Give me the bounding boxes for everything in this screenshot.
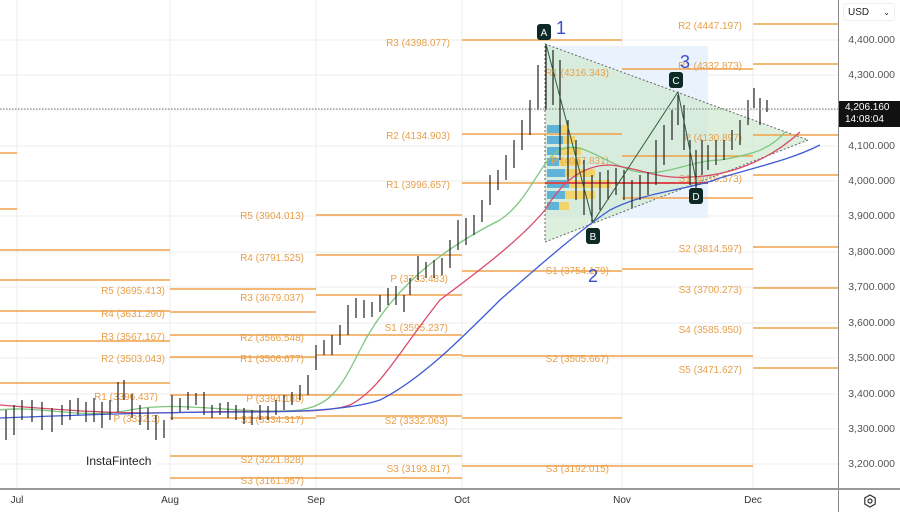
svg-text:R3 (4398.077): R3 (4398.077) [386, 38, 450, 49]
svg-text:S1 (4016.573): S1 (4016.573) [679, 174, 742, 185]
currency-label: USD [848, 6, 870, 18]
ohlc-bars [5, 44, 768, 440]
price-tick: 3,400.000 [848, 388, 895, 400]
svg-text:R1 (3506.677): R1 (3506.677) [240, 354, 304, 365]
time-label: Sep [307, 495, 325, 506]
chart-settings-button[interactable] [838, 488, 900, 512]
price-tick: 4,000.000 [848, 175, 895, 187]
marker-c[interactable]: C [669, 72, 683, 88]
price-tick: 3,800.000 [848, 246, 895, 258]
svg-text:R2 (4447.197): R2 (4447.197) [678, 21, 742, 32]
svg-text:P (3332.3): P (3332.3) [113, 414, 160, 425]
wave-label-2: 2 [588, 266, 598, 286]
svg-text:S1 (3595.237): S1 (3595.237) [385, 323, 448, 334]
svg-text:S4 (3585.950): S4 (3585.950) [679, 325, 742, 336]
svg-text:R5 (3904.013): R5 (3904.013) [240, 211, 304, 222]
svg-text:S2 (3332.063): S2 (3332.063) [385, 416, 448, 427]
time-label: Oct [454, 495, 470, 506]
svg-text:B: B [590, 232, 597, 243]
price-chart[interactable]: R5 (3695.413) R4 (3631.290) R3 (3567.167… [0, 0, 838, 488]
svg-text:R4 (3631.290): R4 (3631.290) [101, 309, 165, 320]
currency-dropdown[interactable]: USD ⌄ [843, 3, 895, 21]
svg-text:R3 (3567.167): R3 (3567.167) [101, 332, 165, 343]
wave-label-3: 3 [680, 52, 690, 72]
svg-text:S2 (3221.828): S2 (3221.828) [241, 455, 304, 466]
svg-text:R2 (4134.903): R2 (4134.903) [386, 131, 450, 142]
svg-text:S2 (3814.597): S2 (3814.597) [679, 244, 742, 255]
svg-text:S3 (3700.273): S3 (3700.273) [679, 285, 742, 296]
wave-label-1: 1 [556, 18, 566, 38]
svg-text:P (4057.831): P (4057.831) [551, 156, 609, 167]
svg-text:C: C [672, 76, 679, 87]
current-price-badge: 4,206.160 14:08:04 [839, 101, 900, 127]
marker-a[interactable]: A [537, 24, 551, 40]
svg-text:R1 (4316.343): R1 (4316.343) [545, 68, 609, 79]
svg-text:R1 (4332.873): R1 (4332.873) [678, 61, 742, 72]
svg-text:R5 (3695.413): R5 (3695.413) [101, 286, 165, 297]
marker-b[interactable]: B [586, 228, 600, 244]
svg-text:R1 (3396.437): R1 (3396.437) [94, 392, 158, 403]
time-label: Jul [10, 495, 24, 506]
svg-text:P (3394.188): P (3394.188) [246, 394, 304, 405]
wave-zigzag[interactable] [545, 43, 698, 224]
svg-text:R2 (3503.043): R2 (3503.043) [101, 354, 165, 365]
svg-text:R4 (3791.525): R4 (3791.525) [240, 253, 304, 264]
svg-text:R2 (3566.548): R2 (3566.548) [240, 333, 304, 344]
price-tick: 4,300.000 [848, 69, 895, 81]
pivot-labels: R5 (3695.413) R4 (3631.290) R3 (3567.167… [94, 21, 742, 487]
svg-text:P (3733.483): P (3733.483) [390, 274, 448, 285]
svg-text:A: A [541, 28, 548, 39]
price-axis[interactable]: USD ⌄ 4,400.000 4,300.000 4,100.000 4,00… [838, 0, 900, 488]
current-price-value: 4,206.160 [845, 102, 890, 113]
time-label: Aug [161, 495, 179, 506]
svg-text:S3 (3161.957): S3 (3161.957) [241, 476, 304, 487]
triangle-pattern[interactable] [544, 43, 810, 243]
svg-text:R1 (3996.657): R1 (3996.657) [386, 180, 450, 191]
marker-d[interactable]: D [689, 188, 703, 204]
price-tick: 3,700.000 [848, 281, 895, 293]
price-tick: 3,300.000 [848, 423, 895, 435]
svg-text:R3 (3679.037): R3 (3679.037) [240, 293, 304, 304]
time-label: Dec [744, 495, 762, 506]
price-tick: 3,500.000 [848, 352, 895, 364]
svg-text:S5 (3471.627): S5 (3471.627) [679, 365, 742, 376]
price-tick: 4,100.000 [848, 140, 895, 152]
svg-text:S3 (3192.015): S3 (3192.015) [546, 464, 609, 475]
chevron-down-icon: ⌄ [883, 7, 890, 17]
price-tick: 3,600.000 [848, 317, 895, 329]
svg-text:D: D [692, 192, 699, 203]
settings-hexagon-icon [864, 494, 876, 508]
time-axis[interactable]: Jul Aug Sep Oct Nov Dec [0, 488, 838, 512]
svg-text:P (4130.897): P (4130.897) [684, 133, 742, 144]
watermark-logo: InstaFintech [80, 450, 158, 472]
price-tick: 3,200.000 [848, 458, 895, 470]
svg-text:S2 (3505.667): S2 (3505.667) [546, 354, 609, 365]
price-tick: 3,900.000 [848, 210, 895, 222]
svg-text:S1 (3754.179): S1 (3754.179) [546, 266, 609, 277]
svg-text:S3 (3193.817): S3 (3193.817) [387, 464, 450, 475]
time-label: Nov [613, 495, 631, 506]
ma-slow-line [0, 144, 821, 419]
svg-text:S1 (3334.317): S1 (3334.317) [241, 415, 304, 426]
ma-fast-line [0, 131, 786, 415]
candle-countdown: 14:08:04 [845, 114, 884, 125]
price-tick: 4,400.000 [848, 34, 895, 46]
